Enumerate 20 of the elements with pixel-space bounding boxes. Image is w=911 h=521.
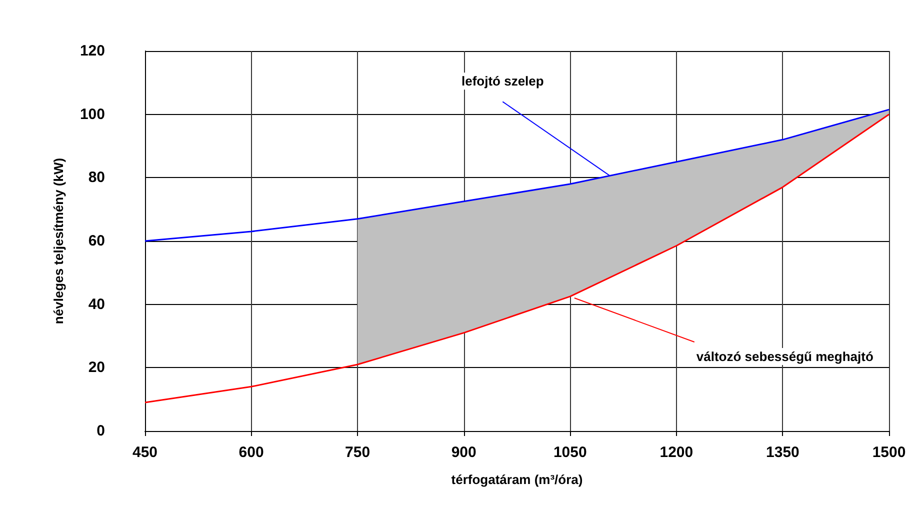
x-tick-label: 750 — [345, 444, 370, 461]
y-tick-label: 40 — [88, 296, 105, 313]
y-axis-title: névleges teljesítmény (kW) — [51, 158, 66, 324]
line-series — [144, 114, 890, 404]
x-tick-label: 1050 — [553, 444, 587, 461]
y-tick-label: 120 — [80, 42, 105, 60]
x-axis-title: térfogatáram (m³/óra) — [451, 472, 583, 487]
y-tick-label: 100 — [80, 106, 105, 123]
annotation: lefojtó szelep — [461, 74, 544, 89]
x-tick-label: 600 — [238, 444, 264, 461]
y-tick-label: 20 — [88, 359, 105, 376]
x-tick-label: 1350 — [766, 444, 800, 461]
y-tick-label: 60 — [88, 232, 105, 250]
y-tick-label: 80 — [88, 169, 105, 186]
x-tick-label: 1500 — [872, 444, 906, 461]
annotation: változó sebességű meghajtó — [696, 349, 874, 364]
x-tick-label: 450 — [132, 444, 158, 461]
y-tick-label: 0 — [96, 422, 105, 440]
x-tick-label: 900 — [451, 444, 476, 461]
x-tick-label: 1200 — [660, 444, 694, 461]
